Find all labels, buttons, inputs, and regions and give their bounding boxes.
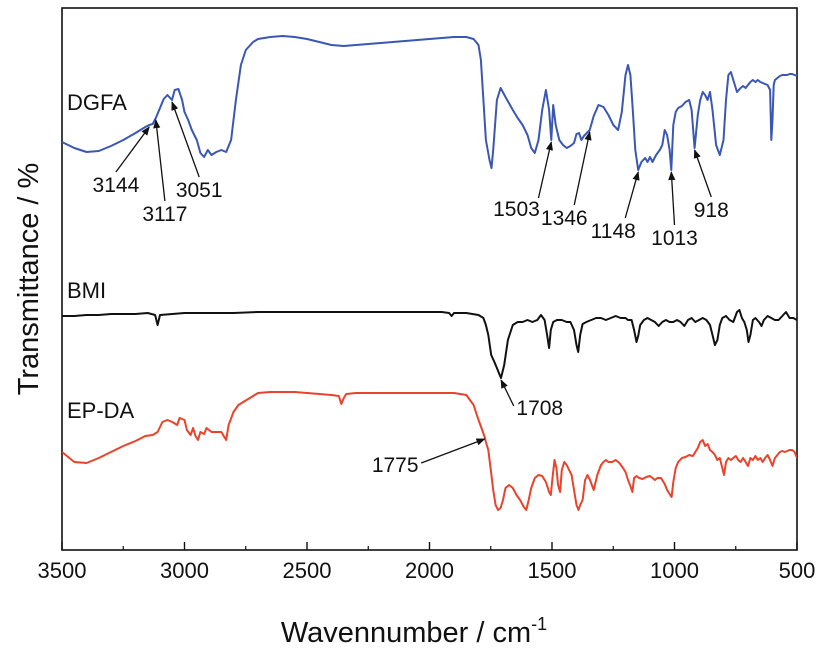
annotation-label: 1013	[651, 227, 698, 250]
annotation-label: 918	[694, 199, 729, 222]
annotation-arrow	[537, 141, 553, 199]
annotation-3051: 3051	[171, 101, 223, 202]
annotation-label: 1346	[541, 207, 588, 230]
annotation-3117: 3117	[142, 119, 187, 226]
series-line-ep-da	[62, 391, 797, 511]
annotation-arrow	[420, 438, 486, 464]
annotation-label: 1503	[493, 198, 540, 221]
plot-frame	[61, 7, 798, 551]
annotation-arrow	[153, 119, 166, 202]
annotation-arrow	[624, 171, 640, 219]
annotation-1346: 1346	[541, 131, 592, 230]
x-tick-label: 2000	[405, 558, 454, 583]
annotation-918: 918	[693, 149, 729, 222]
annotation-arrow	[171, 101, 200, 178]
x-tick-label: 500	[779, 558, 816, 583]
series-label-dgfa: DGFA	[67, 90, 127, 115]
series-line-bmi	[62, 309, 797, 379]
annotation-1013: 1013	[651, 171, 698, 250]
x-tick-label: 3000	[160, 558, 209, 583]
annotation-label: 1775	[372, 454, 419, 477]
annotation-1775: 1775	[372, 438, 486, 477]
x-axis-title: Wavennumber / cm-1	[281, 614, 547, 649]
x-tick-label: 2500	[283, 558, 332, 583]
series-line-dgfa	[62, 35, 797, 171]
annotation-1503: 1503	[493, 141, 553, 221]
y-axis-title: Transmittance / %	[13, 163, 45, 396]
x-tick-label: 3500	[38, 558, 87, 583]
annotation-arrow	[500, 379, 515, 407]
annotation-arrow	[668, 171, 676, 226]
annotation-label: 1708	[516, 397, 563, 420]
x-tick-label: 1500	[528, 558, 577, 583]
annotation-label: 3117	[142, 203, 187, 226]
annotation-arrow	[573, 131, 592, 206]
annotation-label: 3051	[176, 179, 223, 202]
x-tick-label: 1000	[650, 558, 699, 583]
series-label-bmi: BMI	[67, 278, 106, 303]
annotation-3144: 3144	[93, 126, 150, 197]
annotation-arrow	[693, 149, 712, 198]
annotation-label: 1148	[591, 220, 636, 243]
annotation-label: 3144	[93, 174, 140, 197]
x-axis-title-superscript: -1	[531, 614, 547, 634]
annotation-arrow	[115, 126, 150, 173]
annotation-1148: 1148	[591, 171, 640, 243]
annotation-1708: 1708	[500, 379, 563, 420]
series-label-ep-da: EP-DA	[67, 398, 135, 423]
